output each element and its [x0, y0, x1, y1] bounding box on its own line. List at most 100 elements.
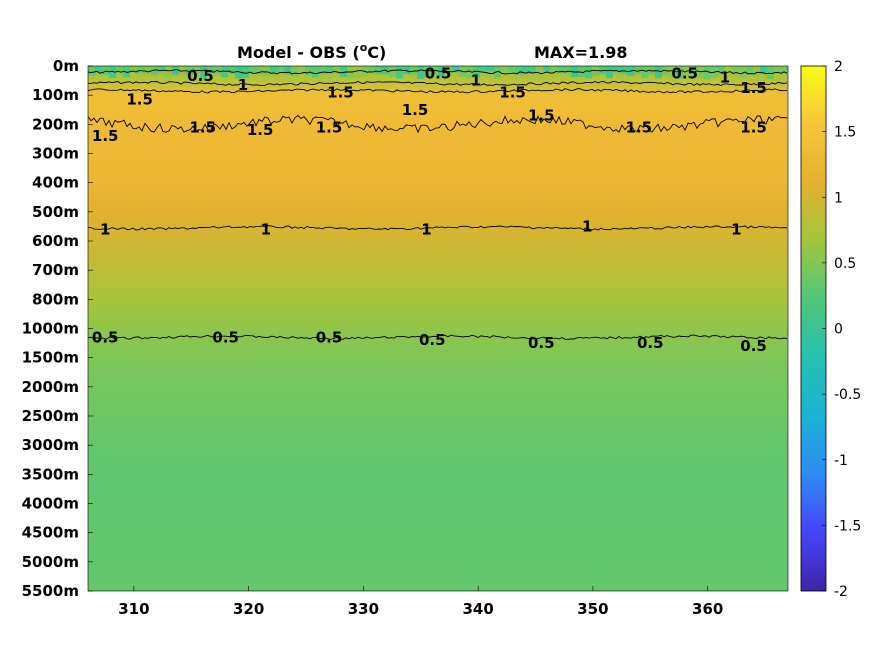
contour-label: 0.5: [187, 67, 214, 85]
contour-label: 0.5: [419, 331, 446, 349]
contour-line: [88, 80, 788, 87]
contour-label: 1: [720, 69, 730, 87]
surface-cell: [179, 66, 186, 73]
surface-cell: [312, 66, 319, 78]
contour-label: 1.5: [247, 121, 274, 139]
surface-cell: [200, 66, 207, 79]
y-tick-label: 300m: [32, 145, 79, 163]
surface-cell: [725, 66, 732, 76]
surface-cell: [522, 66, 529, 74]
surface-cell: [466, 66, 473, 78]
colorbar-tick-label: 1: [834, 190, 843, 206]
contour-label: 0.5: [316, 328, 343, 346]
contour-label: 1.5: [316, 118, 343, 136]
surface-cell: [746, 66, 753, 75]
contour-label: 1.5: [740, 118, 767, 136]
y-tick-label: 700m: [32, 261, 79, 279]
y-tick-label: 3500m: [22, 465, 79, 483]
surface-cell: [116, 66, 123, 75]
surface-cell: [242, 66, 249, 79]
colorbar-axis: 2 1.5 1 0.5 0 -0.5 -1 -1.5 -2: [822, 59, 861, 600]
surface-cell: [95, 66, 102, 73]
surface-cell: [333, 66, 340, 73]
y-tick-label: 1000m: [22, 320, 79, 338]
surface-cell: [424, 66, 431, 78]
surface-cell: [165, 66, 172, 79]
y-tick-label: 2500m: [22, 407, 79, 425]
colorbar-tick-label: -2: [834, 584, 848, 600]
contour-label: 0.5: [425, 64, 452, 82]
colorbar-tick-label: 1.5: [834, 125, 856, 141]
y-tick-label: 400m: [32, 174, 79, 192]
chart-title: Model - OBS (oC): [237, 41, 386, 62]
surface-cell: [326, 66, 333, 73]
contour-labels: 0.5 11.5 1.50.5 11.50.5 11.51.5 1.5 1.5 1.51.5 1…: [92, 64, 767, 355]
surface-cell: [557, 66, 564, 72]
surface-cell: [648, 66, 655, 75]
surface-cell: [375, 66, 382, 74]
contour-label: 0.5: [528, 334, 555, 352]
surface-cell: [305, 66, 312, 75]
y-axis: 0m 100m 200m 300m 400m 500m 600m 700m 800m 1000m 1…: [22, 57, 93, 600]
x-tick-label: 320: [233, 600, 264, 618]
y-tick-label: 2000m: [22, 378, 79, 396]
y-tick-label: 3000m: [22, 436, 79, 454]
y-tick-label: 5500m: [22, 582, 79, 600]
surface-cell: [739, 66, 746, 78]
contour-label: 1: [238, 76, 248, 94]
colorbar-tick-label: -1: [834, 453, 848, 469]
contour-label: 0.5: [671, 64, 698, 82]
surface-cell: [130, 66, 137, 72]
contour-lines: [87, 69, 788, 340]
surface-cell: [123, 66, 130, 78]
surface-cell: [697, 66, 704, 79]
surface-cell: [767, 66, 774, 79]
surface-cell: [298, 66, 305, 74]
surface-cell: [319, 66, 326, 75]
surface-cell: [186, 66, 193, 76]
surface-cell: [543, 66, 550, 72]
surface-cell: [732, 66, 739, 75]
surface-cell: [774, 66, 781, 73]
colorbar-tick-label: 0: [834, 322, 843, 338]
surface-cell: [235, 66, 242, 79]
surface-cell: [487, 66, 494, 72]
surface-cell: [515, 66, 522, 75]
x-tick-label: 310: [118, 600, 149, 618]
surface-cell: [256, 66, 263, 75]
contour-label: 1: [100, 220, 110, 238]
x-tick-label: 350: [577, 600, 608, 618]
contour-label: 1: [261, 220, 271, 238]
contour-line: [87, 88, 788, 94]
surface-cell: [277, 66, 284, 72]
surface-cell: [753, 66, 760, 77]
colorbar-tick-label: 2: [834, 59, 843, 75]
surface-cell: [144, 66, 151, 73]
y-tick-label: 800m: [32, 290, 79, 308]
surface-cell: [368, 66, 375, 72]
surface-cell: [585, 66, 592, 79]
surface-cell: [480, 66, 487, 72]
x-tick-label: 330: [348, 600, 379, 618]
surface-cell: [599, 66, 606, 74]
colorbar-tick-label: 0.5: [834, 256, 856, 272]
surface-cell: [228, 66, 235, 74]
y-tick-label: 1500m: [22, 349, 79, 367]
contour-label: 0.5: [212, 328, 239, 346]
contour-label: 1: [421, 220, 431, 238]
surface-cell: [669, 66, 676, 77]
surface-cell: [676, 66, 683, 79]
colorbar-tick-label: -0.5: [834, 387, 861, 403]
contour-label: 0.5: [637, 334, 664, 352]
surface-cell: [88, 66, 95, 76]
surface-cell: [529, 66, 536, 74]
surface-cell: [578, 66, 585, 77]
contour-label: 1: [471, 72, 481, 90]
surface-cell: [655, 66, 662, 79]
surface-cell: [396, 66, 403, 79]
surface-cell: [214, 66, 221, 74]
contour-label: 1.5: [92, 127, 119, 145]
surface-cell: [683, 66, 690, 75]
surface-cell: [473, 66, 480, 78]
